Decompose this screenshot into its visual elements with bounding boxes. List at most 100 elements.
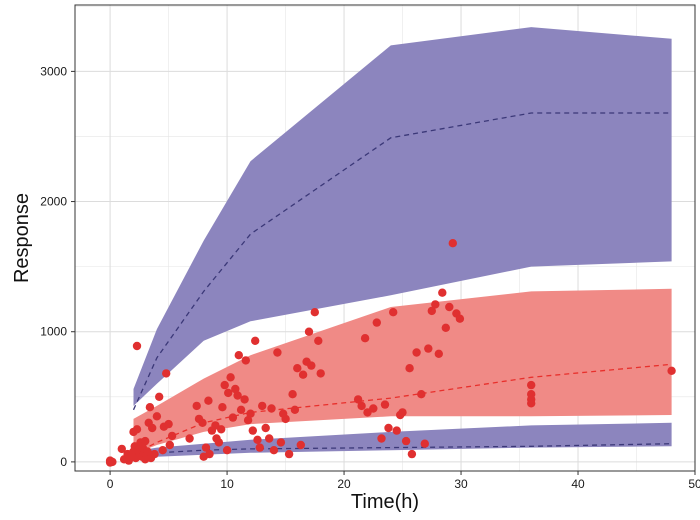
data-point (167, 431, 177, 441)
data-point (316, 369, 325, 378)
data-point (132, 341, 142, 351)
data-point (284, 449, 294, 459)
data-point (241, 356, 250, 365)
data-point (226, 373, 235, 382)
data-point (276, 438, 286, 447)
data-point (253, 435, 262, 444)
data-point (132, 425, 142, 434)
data-point (150, 449, 159, 459)
prediction-band-2 (133, 288, 672, 455)
data-point (233, 391, 242, 400)
data-point (314, 336, 323, 345)
data-point (401, 436, 411, 446)
data-point (155, 392, 164, 401)
data-point (201, 443, 211, 452)
data-point (217, 425, 226, 434)
y-tick-label: 1000 (40, 325, 67, 339)
x-tick-label: 20 (337, 477, 351, 491)
data-point (290, 405, 300, 414)
data-point (357, 401, 366, 411)
data-point (240, 395, 249, 404)
data-point (251, 336, 260, 345)
data-point (441, 323, 450, 332)
data-point (431, 300, 440, 309)
x-tick-label: 50 (688, 477, 700, 491)
data-point (214, 438, 224, 447)
data-point (377, 434, 386, 443)
observed-points (105, 239, 676, 467)
y-axis-title: Response (11, 193, 33, 283)
data-point (267, 404, 276, 413)
x-tick-label: 0 (107, 477, 114, 491)
data-point (296, 440, 305, 450)
data-point (108, 457, 117, 467)
plot-border (74, 4, 696, 472)
data-point (304, 327, 314, 336)
data-point (231, 384, 240, 394)
data-point (405, 364, 414, 373)
prediction-band-1 (133, 27, 672, 406)
y-tick-label: 2000 (40, 195, 67, 209)
x-tick-label: 40 (571, 477, 585, 491)
data-point (205, 449, 214, 459)
data-point (117, 444, 127, 454)
data-point (192, 401, 201, 411)
data-point (389, 308, 398, 317)
data-point (248, 426, 257, 435)
data-point (667, 366, 676, 375)
data-point (265, 434, 274, 443)
data-point (369, 404, 378, 413)
data-point (255, 443, 264, 452)
data-point (145, 403, 155, 412)
x-axis-title: Time(h) (351, 491, 419, 513)
data-point (162, 369, 171, 378)
data-point (152, 412, 162, 421)
data-point (164, 419, 173, 429)
data-point (281, 414, 290, 424)
data-point (141, 436, 150, 446)
data-point (148, 423, 157, 433)
data-point (424, 344, 433, 353)
data-point (438, 288, 447, 297)
data-point (293, 364, 302, 373)
data-point (185, 434, 194, 443)
data-point (420, 439, 429, 448)
data-point (307, 361, 316, 370)
data-point (165, 440, 174, 450)
data-point (224, 388, 233, 398)
data-point (273, 348, 282, 357)
data-point (392, 426, 401, 435)
data-point (258, 401, 267, 411)
data-point (527, 380, 536, 390)
median-lines (132, 112, 672, 458)
data-point (448, 239, 457, 248)
data-point (243, 416, 253, 425)
data-point (236, 405, 246, 414)
median-line-3 (133, 443, 672, 458)
data-point (434, 349, 443, 358)
data-point (158, 446, 167, 455)
plot-frame (74, 4, 696, 472)
data-point (228, 413, 238, 422)
data-point (310, 308, 319, 317)
data-point (298, 370, 308, 379)
data-point (234, 351, 243, 360)
data-point (384, 423, 393, 433)
x-tick-label: 30 (454, 477, 468, 491)
data-point (218, 403, 227, 412)
data-point (417, 390, 426, 399)
data-point (380, 400, 390, 409)
data-point (220, 380, 229, 390)
data-point (288, 390, 297, 399)
data-point (445, 302, 454, 312)
data-point (360, 334, 370, 343)
data-point (246, 409, 255, 418)
data-point (427, 306, 436, 316)
data-point (398, 408, 407, 417)
y-tick-label: 0 (60, 455, 67, 469)
data-point (261, 423, 270, 433)
data-point (222, 446, 232, 455)
data-point (412, 348, 421, 357)
